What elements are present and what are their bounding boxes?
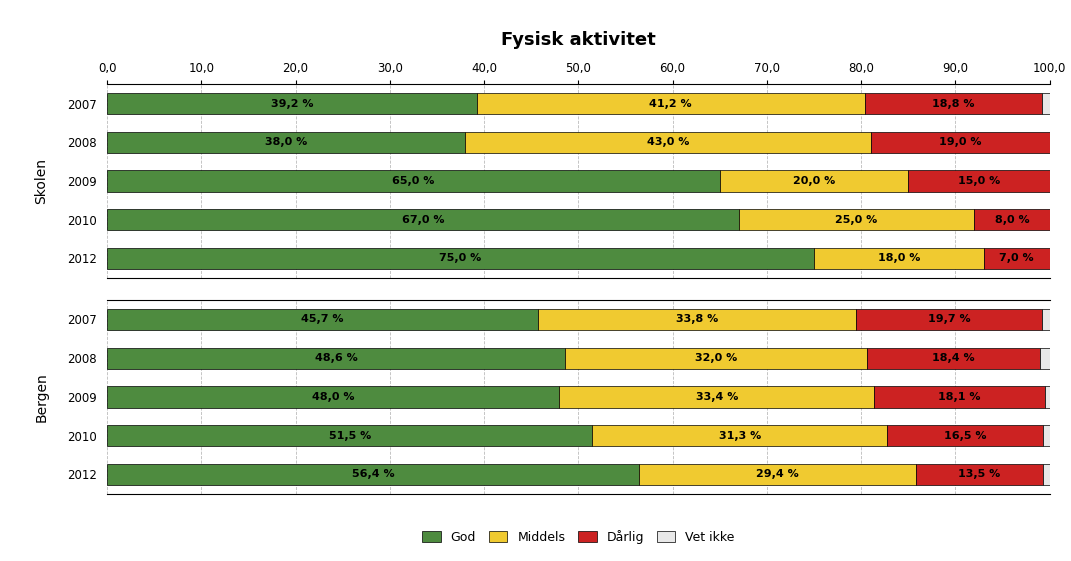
Bar (107, 132, 465, 153)
Text: 33,4 %: 33,4 % (696, 392, 738, 402)
Bar (1043, 425, 1050, 446)
Bar (814, 248, 983, 269)
Bar (592, 425, 888, 446)
Bar (107, 93, 477, 114)
Bar (874, 387, 1045, 407)
Text: 75,0 %: 75,0 % (439, 254, 482, 263)
Text: 51,5 %: 51,5 % (329, 431, 371, 440)
Text: 8,0 %: 8,0 % (995, 215, 1029, 224)
Bar (866, 348, 1040, 369)
Bar (107, 464, 638, 485)
Bar (888, 425, 1043, 446)
Bar (871, 132, 1050, 153)
Bar (908, 171, 1050, 191)
Text: 32,0 %: 32,0 % (695, 353, 737, 363)
Text: 25,0 %: 25,0 % (835, 215, 877, 224)
Text: 41,2 %: 41,2 % (649, 99, 692, 108)
Bar (107, 209, 739, 230)
Bar (1042, 309, 1050, 330)
Bar (107, 387, 559, 407)
Text: 7,0 %: 7,0 % (999, 254, 1034, 263)
Text: 38,0 %: 38,0 % (265, 137, 307, 147)
Bar (739, 209, 975, 230)
Bar (1042, 93, 1050, 114)
Text: 18,1 %: 18,1 % (938, 392, 981, 402)
Text: 67,0 %: 67,0 % (402, 215, 444, 224)
Text: 48,6 %: 48,6 % (315, 353, 358, 363)
Text: 56,4 %: 56,4 % (351, 470, 394, 479)
Bar (465, 132, 871, 153)
Text: 19,7 %: 19,7 % (927, 315, 970, 324)
Text: 19,0 %: 19,0 % (939, 137, 981, 147)
Text: 43,0 %: 43,0 % (647, 137, 689, 147)
Text: 39,2 %: 39,2 % (271, 99, 313, 108)
Bar (107, 171, 720, 191)
Title: Fysisk aktivitet: Fysisk aktivitet (501, 31, 655, 49)
Bar (865, 93, 1042, 114)
Bar (565, 348, 866, 369)
Text: Skolen: Skolen (34, 158, 48, 204)
Bar (107, 309, 538, 330)
Text: 16,5 %: 16,5 % (944, 431, 986, 440)
Text: Bergen: Bergen (34, 372, 48, 422)
Text: 15,0 %: 15,0 % (957, 176, 1000, 186)
Bar (107, 248, 814, 269)
Text: 13,5 %: 13,5 % (959, 470, 1000, 479)
Text: 18,8 %: 18,8 % (932, 99, 975, 108)
Bar (638, 464, 916, 485)
Text: 65,0 %: 65,0 % (392, 176, 435, 186)
Bar (1040, 348, 1050, 369)
Text: 31,3 %: 31,3 % (719, 431, 761, 440)
Text: 18,0 %: 18,0 % (877, 254, 920, 263)
Text: 29,4 %: 29,4 % (756, 470, 799, 479)
Bar (975, 209, 1050, 230)
Text: 48,0 %: 48,0 % (312, 392, 355, 402)
Bar (857, 309, 1042, 330)
Bar (720, 171, 908, 191)
Bar (559, 387, 874, 407)
Bar (916, 464, 1043, 485)
Legend: God, Middels, Dårlig, Vet ikke: God, Middels, Dårlig, Vet ikke (417, 525, 740, 549)
Bar (983, 248, 1050, 269)
Bar (1045, 387, 1050, 407)
Text: 20,0 %: 20,0 % (793, 176, 835, 186)
Bar (107, 348, 565, 369)
Bar (477, 93, 865, 114)
Text: 33,8 %: 33,8 % (676, 315, 719, 324)
Bar (107, 425, 592, 446)
Text: 45,7 %: 45,7 % (301, 315, 344, 324)
Bar (1043, 464, 1050, 485)
Bar (538, 309, 857, 330)
Text: 18,4 %: 18,4 % (932, 353, 975, 363)
